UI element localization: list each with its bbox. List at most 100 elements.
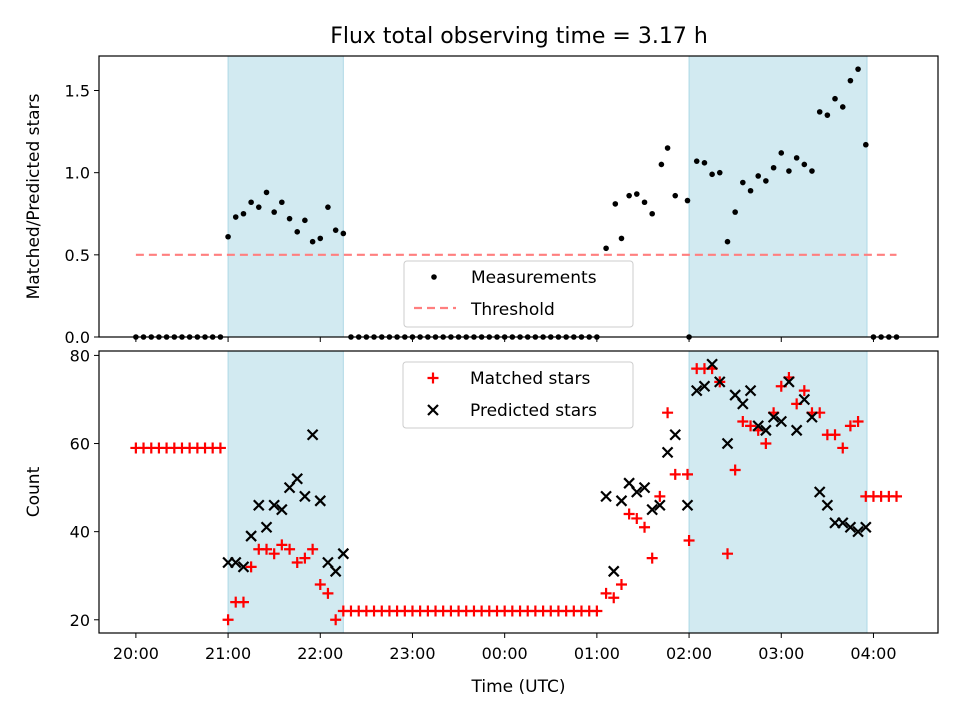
- measurements-point: [340, 230, 347, 237]
- measurements-point: [778, 150, 785, 156]
- measurements-point: [279, 199, 285, 206]
- y-tick-label: 80: [70, 346, 90, 365]
- x-tick-label: 02:00: [666, 644, 712, 663]
- legend-label: Measurements: [471, 268, 597, 288]
- matched-stars-point: [844, 420, 856, 432]
- predicted-stars-point: [821, 499, 834, 511]
- legend-label: Predicted stars: [470, 401, 597, 421]
- predicted-stars-point: [253, 499, 265, 511]
- measurements-point: [824, 112, 831, 118]
- predicted-stars-point: [744, 384, 757, 397]
- x-tick-label: 22:00: [297, 644, 343, 663]
- x-tick-label: 01:00: [574, 644, 620, 663]
- measurements-point: [672, 192, 679, 199]
- matched-stars-point: [662, 407, 674, 419]
- matched-stars-point: [639, 521, 651, 533]
- matched-stars-point: [631, 512, 643, 524]
- matched-stars-point: [591, 605, 603, 617]
- legend-matched-marker: [427, 372, 439, 384]
- x-axis-label: Time (UTC): [471, 677, 566, 697]
- matched-stars-point: [681, 468, 693, 480]
- measurements-point: [724, 238, 731, 245]
- matched-stars-point: [852, 416, 864, 427]
- x-tick-label: 23:00: [389, 644, 435, 663]
- matched-stars-point: [291, 557, 303, 568]
- measurements-point: [701, 160, 708, 166]
- matched-stars-point: [314, 579, 326, 591]
- predicted-stars-point: [798, 393, 811, 406]
- measurements-point: [786, 168, 792, 174]
- observing-window: [688, 350, 868, 634]
- measurements-point: [309, 238, 316, 245]
- matched-stars-point: [683, 534, 695, 546]
- measurements-point: [832, 95, 838, 102]
- matched-stars-point: [307, 543, 319, 555]
- measurements-point: [641, 199, 648, 206]
- measurements-point: [294, 229, 301, 235]
- measurements-point: [693, 158, 700, 164]
- ratio-panel: 0.0 0.5 1.0 1.5 Matched/Predicted stars Measu…: [24, 55, 939, 347]
- y-tick-label: 60: [70, 435, 90, 454]
- predicted-stars-point: [654, 499, 666, 511]
- legend-label: Threshold: [470, 300, 555, 320]
- y-tick-label: 0.0: [65, 328, 90, 347]
- measurements-point: [618, 235, 625, 242]
- predicted-stars-point: [329, 565, 342, 578]
- measurements-point: [664, 145, 671, 151]
- matched-stars-point: [891, 490, 903, 502]
- legend: Measurements Threshold: [403, 260, 634, 328]
- legend: Matched stars Predicted stars: [402, 361, 634, 429]
- measurements-point: [255, 204, 262, 210]
- measurements-point: [626, 192, 632, 199]
- matched-stars-point: [261, 543, 273, 555]
- matched-stars-point: [608, 592, 620, 604]
- predicted-stars-point: [631, 486, 643, 498]
- predicted-stars-point: [752, 420, 764, 432]
- y-tick-label: 0.5: [65, 246, 90, 265]
- predicted-stars-point: [276, 503, 288, 516]
- predicted-stars-point: [638, 481, 651, 494]
- measurements-point: [248, 199, 254, 206]
- y-tick-label: 40: [70, 523, 90, 542]
- observing-window: [227, 55, 344, 338]
- predicted-stars-point: [229, 556, 242, 569]
- matched-stars-point: [798, 385, 810, 397]
- predicted-stars-point: [836, 517, 849, 529]
- legend-label: Matched stars: [470, 369, 590, 389]
- matched-stars-point: [284, 543, 296, 555]
- matched-stars-point: [837, 442, 849, 454]
- predicted-stars-point: [260, 521, 273, 534]
- measurements-point: [740, 179, 746, 186]
- matched-stars-point: [729, 464, 741, 476]
- predicted-stars-point: [713, 376, 726, 388]
- predicted-stars-point: [775, 415, 788, 428]
- legend-predicted-marker: [427, 404, 439, 416]
- measurements-point: [649, 210, 655, 217]
- predicted-stars-point: [646, 503, 658, 516]
- measurements-point: [240, 210, 247, 217]
- measurements-point: [855, 66, 861, 72]
- matched-stars-point: [330, 614, 342, 626]
- measurements-point: [225, 233, 231, 240]
- measurements-point: [263, 189, 270, 196]
- measurements-point: [801, 161, 808, 168]
- legend-measurements-marker: [431, 274, 437, 280]
- measurements-point: [633, 191, 640, 197]
- y-tick-label: 1.5: [65, 82, 90, 101]
- predicted-stars-point: [860, 521, 872, 534]
- measurements-point: [770, 164, 777, 171]
- matched-stars-point: [722, 548, 734, 560]
- x-tick-label: 03:00: [758, 644, 804, 663]
- x-tick-label: 04:00: [850, 644, 896, 663]
- predicted-stars-point: [291, 473, 304, 485]
- matched-stars-point: [600, 587, 612, 599]
- count-panel: 20 40 60 80 20:00 21:00 22:00 23:00 00:00 01:00 02…: [24, 346, 939, 697]
- predicted-stars-point: [600, 490, 612, 503]
- chart-title: Flux total observing time = 3.17 h: [330, 24, 708, 49]
- y-axis-label: Matched/Predicted stars: [24, 93, 44, 299]
- axes-frame: [98, 55, 939, 338]
- measurements-point: [847, 77, 854, 84]
- predicted-stars-point: [299, 490, 311, 503]
- predicted-stars-point: [314, 495, 327, 507]
